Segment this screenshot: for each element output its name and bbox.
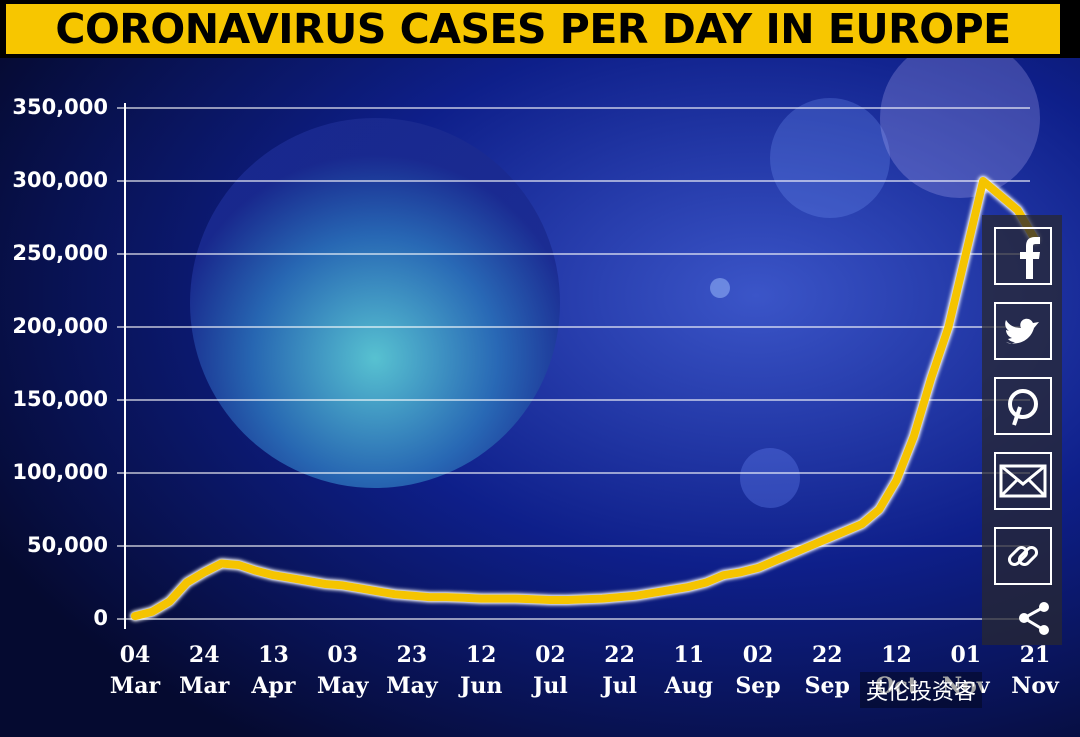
x-tick-label: 04 Mar — [109, 642, 161, 699]
link-button[interactable] — [994, 527, 1052, 585]
y-tick-label: 100,000 — [12, 460, 108, 484]
x-tick-label: 13 Apr — [251, 642, 296, 699]
chart: 0 50,000 100,000 150,000 200,000 250,000 300,0… — [0, 58, 1080, 737]
x-tick-label: 24 Mar — [179, 642, 230, 699]
twitter-icon — [1005, 318, 1039, 344]
x-tick-label: 22 Jul — [602, 642, 637, 699]
watermark: 英伦投资客 — [860, 672, 983, 708]
bokeh — [880, 58, 1040, 198]
x-tick-label: 11 Aug — [664, 642, 714, 699]
line-series — [131, 177, 1039, 621]
bokeh — [710, 278, 730, 298]
share-icon[interactable] — [1016, 599, 1056, 639]
pinterest-icon — [1008, 389, 1038, 426]
share-panel — [982, 215, 1062, 645]
x-tick-label: 03 May — [316, 642, 369, 699]
link-icon — [1007, 545, 1039, 567]
x-tick-label: 02 Sep — [735, 642, 781, 699]
y-tick-label: 50,000 — [27, 533, 108, 557]
y-tick-label: 350,000 — [12, 95, 108, 119]
facebook-button[interactable] — [994, 227, 1052, 285]
email-icon — [999, 464, 1047, 498]
pinterest-button[interactable] — [994, 377, 1052, 435]
y-tick-label: 0 — [93, 606, 108, 630]
twitter-button[interactable] — [994, 302, 1052, 360]
x-tick-label: 02 Jul — [532, 642, 568, 699]
virus-image — [190, 118, 560, 488]
email-button[interactable] — [994, 452, 1052, 510]
chart-title: CORONAVIRUS CASES PER DAY IN EUROPE — [55, 5, 1011, 53]
x-tick-label: 21 Nov — [1011, 642, 1059, 699]
y-tick-label: 150,000 — [12, 387, 108, 411]
title-bar: CORONAVIRUS CASES PER DAY IN EUROPE — [4, 2, 1062, 56]
facebook-icon — [1020, 237, 1040, 279]
x-tick-label: 12 Jun — [459, 642, 503, 699]
x-tick-label: 22 Sep — [804, 642, 850, 699]
bokeh — [770, 98, 890, 218]
y-tick-label: 200,000 — [12, 314, 108, 338]
x-tick-label: 01 Nov — [941, 642, 990, 699]
bokeh — [740, 448, 800, 508]
background — [0, 58, 1080, 737]
x-tick-label: 23 May — [386, 642, 438, 699]
x-tick-label: 12 Oct — [875, 642, 918, 699]
y-tick-label: 300,000 — [12, 168, 108, 192]
y-tick-label: 250,000 — [12, 241, 108, 265]
